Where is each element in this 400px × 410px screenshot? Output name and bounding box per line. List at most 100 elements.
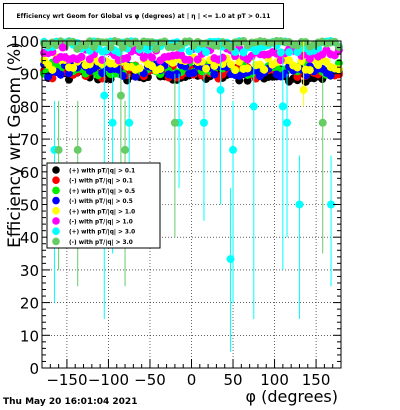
data-point (280, 69, 289, 78)
outlier-point (216, 86, 225, 95)
data-point (172, 70, 181, 79)
y-tick-label: 20 (20, 295, 39, 313)
legend-label: (+) with pT/|q| > 1.0 (69, 209, 135, 215)
legend-marker (52, 237, 60, 246)
data-point (218, 53, 227, 62)
data-point (202, 64, 211, 73)
data-point (305, 66, 314, 75)
x-tick-label: −100 (88, 371, 129, 389)
data-point (148, 53, 157, 62)
legend-marker (52, 207, 60, 215)
data-point (326, 71, 335, 80)
legend-label: (+) with pT/|q| > 0.5 (69, 189, 135, 195)
y-tick-label: 0 (29, 360, 39, 378)
legend-label: (-) with pT/|q| > 3.0 (69, 240, 133, 246)
data-point (189, 68, 198, 77)
timestamp: Thu May 20 16:01:04 2021 (3, 397, 138, 407)
data-point (293, 63, 302, 72)
outlier-point (229, 145, 238, 154)
x-tick-label: 100 (260, 371, 289, 389)
legend-label: (+) with pT/|q| > 3.0 (69, 230, 135, 236)
data-point (48, 65, 57, 74)
data-point (152, 44, 161, 53)
x-tick-label: 50 (223, 371, 242, 389)
data-point (243, 64, 252, 73)
outlier-point (299, 86, 308, 95)
data-point (243, 76, 252, 85)
x-tick-label: 150 (302, 371, 331, 389)
legend-label: (-) with pT/|q| > 0.1 (69, 179, 133, 185)
legend-label: (+) with pT/|q| > 0.1 (69, 169, 135, 175)
outlier-point (170, 118, 179, 127)
outlier-point (100, 91, 109, 100)
data-marks (40, 37, 343, 352)
data-point (98, 55, 107, 64)
data-point (123, 54, 132, 63)
outlier-point (125, 118, 134, 127)
outlier-point (116, 91, 125, 100)
outlier-point (73, 145, 82, 154)
outlier-point (283, 118, 292, 127)
data-point (156, 65, 165, 74)
y-tick-label: 70 (20, 131, 39, 149)
outlier-point (199, 118, 208, 127)
data-point (193, 55, 202, 64)
legend-marker (52, 196, 60, 205)
data-point (260, 65, 269, 74)
data-point (293, 72, 302, 81)
legend-label: (-) with pT/|q| > 1.0 (69, 220, 133, 226)
legend-marker (52, 227, 60, 235)
data-point (334, 65, 343, 74)
data-point (135, 64, 144, 73)
x-axis-label: φ (degrees) (245, 387, 338, 406)
data-point (131, 72, 140, 81)
y-tick-label: 40 (20, 229, 39, 247)
chart-title-box: Efficiency wrt Geom for Global vs φ (deg… (3, 3, 284, 29)
legend-marker (52, 217, 60, 225)
data-point (210, 70, 219, 79)
data-point (185, 56, 194, 65)
legend-marker (52, 166, 60, 174)
data-point (69, 37, 78, 46)
y-tick-label: 90 (20, 66, 39, 84)
data-point (77, 52, 86, 61)
outlier-point (295, 200, 304, 209)
x-tick-label: −50 (134, 371, 166, 389)
chart-title: Efficiency wrt Geom for Global vs φ (deg… (16, 12, 271, 20)
legend-box (46, 162, 161, 249)
data-point (181, 62, 190, 71)
legend-label: (-) with pT/|q| > 0.5 (69, 199, 133, 205)
y-tick-label: 80 (20, 98, 39, 116)
outlier-point (54, 145, 63, 154)
legend-marker (52, 176, 60, 184)
y-tick-label: 60 (20, 164, 39, 182)
data-point (118, 71, 127, 80)
x-tick-label: 0 (187, 371, 197, 389)
data-point (202, 48, 211, 57)
data-point (226, 60, 235, 69)
legend: (+) with pT/|q| > 0.1 (-) with pT/|q| > 0… (46, 162, 161, 249)
outlier-point (58, 43, 67, 52)
y-tick-label: 100 (10, 33, 39, 51)
outlier-point (318, 118, 327, 127)
data-point (314, 61, 323, 70)
outlier-point (278, 102, 287, 111)
y-tick-label: 30 (20, 262, 39, 280)
data-point (276, 56, 285, 65)
outlier-point (327, 200, 336, 209)
data-point (148, 38, 157, 47)
outlier-point (108, 118, 117, 127)
data-point (334, 43, 343, 52)
data-point (231, 66, 240, 75)
outlier-point (121, 145, 130, 154)
data-point (69, 63, 78, 72)
x-tick-label: −150 (46, 371, 87, 389)
y-axis-label: Efficiency wrt Geom (%) (5, 42, 25, 248)
data-point (56, 70, 65, 79)
axes: 0 10 20 30 40 50 60 70 80 90 100 −150 −100 −50 0 50 100 1… (10, 33, 341, 389)
legend-marker (52, 186, 60, 195)
y-tick-label: 10 (20, 327, 39, 345)
data-point (330, 51, 339, 60)
y-tick-label: 50 (20, 197, 39, 215)
